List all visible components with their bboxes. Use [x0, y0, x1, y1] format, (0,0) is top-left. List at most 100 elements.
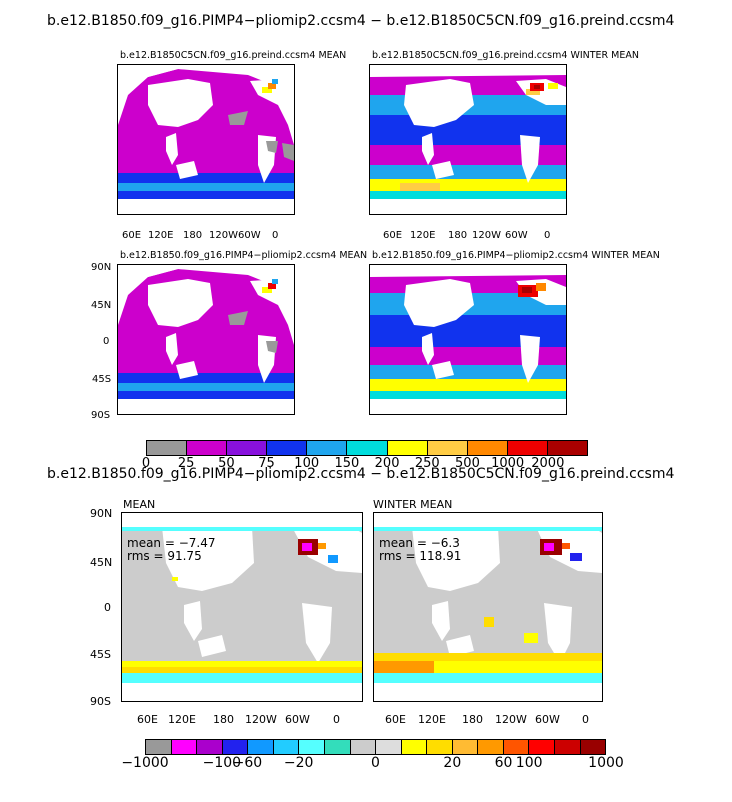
- colorbar-swatch: [427, 441, 468, 455]
- lon-tick-0-d2: 0: [582, 713, 589, 726]
- lon-tick-60w-d2: 60W: [535, 713, 560, 726]
- lon-tick-60w-p2: 60W: [505, 230, 528, 241]
- lon-tick-60e-p1: 60E: [122, 230, 142, 241]
- colorbar-swatch: [347, 441, 388, 455]
- lat-tick-90s-top: 90S: [91, 410, 111, 421]
- colorbar-swatch: [376, 740, 402, 754]
- lon-tick-180-d1: 180: [213, 713, 234, 726]
- colorbar-label: 1000: [588, 755, 624, 771]
- colorbar-label: 500: [455, 456, 480, 471]
- lat-tick-90s-bottom: 90S: [90, 695, 111, 708]
- colorbar-swatch: [273, 740, 300, 754]
- map-panel-preind-winter: [369, 64, 567, 215]
- lon-tick-60w-d1: 60W: [285, 713, 310, 726]
- colorbar-label: −20: [283, 755, 314, 771]
- lon-tick-120w-d2: 120W: [495, 713, 527, 726]
- colorbar-swatch: [580, 740, 606, 754]
- lon-tick-60e-d1: 60E: [137, 713, 158, 726]
- colorbar-swatch: [350, 740, 377, 754]
- map-pliomip-mean: [118, 265, 294, 414]
- diff-stat-mean-2: mean = −6.3: [379, 536, 460, 550]
- colorbar-label: 0: [371, 755, 380, 771]
- lon-tick-120e-p2: 120E: [410, 230, 436, 241]
- colorbar-top: [146, 440, 588, 456]
- lat-tick-45n-bottom: 45N: [90, 556, 113, 569]
- panel-title-2: b.e12.B1850C5CN.f09_g16.preind.ccsm4 WIN…: [372, 50, 639, 61]
- lat-tick-90n-top: 90N: [91, 262, 112, 273]
- colorbar-bottom: [145, 739, 606, 755]
- lon-tick-120w-p1: 120W: [209, 230, 238, 241]
- colorbar-label: 100: [294, 456, 320, 471]
- diff-stat-rms-1: rms = 91.75: [127, 549, 202, 563]
- lon-tick-60e-d2: 60E: [385, 713, 406, 726]
- diff-panel-title-2: WINTER MEAN: [373, 498, 453, 511]
- colorbar-label: −1000: [121, 755, 169, 771]
- colorbar-swatch: [503, 740, 530, 754]
- colorbar-swatch: [555, 740, 581, 754]
- colorbar-swatch: [227, 441, 268, 455]
- lon-tick-180-p2: 180: [448, 230, 468, 241]
- colorbar-swatch: [222, 740, 249, 754]
- diff-map-mean: [121, 512, 363, 702]
- colorbar-swatch: [478, 740, 504, 754]
- lon-tick-120w-p2: 120W: [472, 230, 501, 241]
- colorbar-label: 1000: [491, 456, 525, 471]
- lon-tick-60w-p1: 60W: [238, 230, 261, 241]
- colorbar-swatch: [248, 740, 274, 754]
- lon-tick-120e-d1: 120E: [168, 713, 196, 726]
- colorbar-swatch: [427, 740, 453, 754]
- lon-tick-0-p1: 0: [272, 230, 279, 241]
- lat-tick-90n-bottom: 90N: [90, 507, 113, 520]
- colorbar-label: 75: [258, 456, 275, 471]
- colorbar-swatch: [547, 441, 588, 455]
- map-panel-preind-mean: [117, 64, 295, 215]
- colorbar-swatch: [452, 740, 479, 754]
- colorbar-swatch: [267, 441, 308, 455]
- lat-tick-45s-top: 45S: [92, 374, 112, 385]
- main-title: b.e12.B1850.f09_g16.PIMP4−pliomip2.ccsm4…: [47, 13, 675, 29]
- lon-tick-180-p1: 180: [183, 230, 203, 241]
- colorbar-swatch: [147, 441, 188, 455]
- diff-map-mean-svg: [122, 513, 362, 701]
- map-pliomip-winter: [370, 265, 566, 414]
- diff-stat-mean-1: mean = −7.47: [127, 536, 216, 550]
- colorbar-swatch: [299, 740, 325, 754]
- map-panel-pliomip-mean: [117, 264, 295, 415]
- diff-title: b.e12.B1850.f09_g16.PIMP4−pliomip2.ccsm4…: [47, 466, 675, 482]
- diff-stat-rms-2: rms = 118.91: [379, 549, 462, 563]
- map-preind-mean: [118, 65, 294, 214]
- colorbar-label: 2000: [531, 456, 565, 471]
- lon-tick-0-p2: 0: [544, 230, 551, 241]
- diff-map-winter: [373, 512, 603, 702]
- lat-tick-45n-top: 45N: [91, 300, 112, 311]
- diff-map-winter-svg: [374, 513, 602, 701]
- colorbar-swatch: [307, 441, 348, 455]
- colorbar-swatch: [467, 441, 508, 455]
- colorbar-label: 20: [443, 755, 462, 771]
- colorbar-swatch: [171, 740, 198, 754]
- map-preind-winter: [370, 65, 566, 214]
- colorbar-label: −60: [232, 755, 263, 771]
- colorbar-swatch: [401, 740, 428, 754]
- lon-tick-0-d1: 0: [333, 713, 340, 726]
- colorbar-label: 60: [494, 755, 513, 771]
- colorbar-label: 50: [218, 456, 235, 471]
- lon-tick-60e-p2: 60E: [383, 230, 403, 241]
- colorbar-label: −100: [202, 755, 242, 771]
- lat-tick-0-top: 0: [103, 336, 110, 347]
- lon-tick-120w-d1: 120W: [245, 713, 277, 726]
- colorbar-label: 150: [334, 456, 360, 471]
- lon-tick-180-d2: 180: [462, 713, 483, 726]
- colorbar-label: 0: [141, 456, 151, 471]
- colorbar-swatch: [146, 740, 172, 754]
- lon-tick-120e-d2: 120E: [418, 713, 446, 726]
- panel-title-3: b.e12.B1850.f09_g16.PIMP4−pliomip2.ccsm4…: [120, 250, 368, 261]
- colorbar-swatch: [324, 740, 351, 754]
- colorbar-label: 100: [515, 755, 543, 771]
- colorbar-swatch: [387, 441, 428, 455]
- panel-title-4: b.e12.B1850.f09_g16.PIMP4−pliomip2.ccsm4…: [372, 250, 660, 261]
- lat-tick-45s-bottom: 45S: [90, 648, 111, 661]
- colorbar-swatch: [197, 740, 223, 754]
- colorbar-label: 200: [374, 456, 400, 471]
- panel-title-1: b.e12.B1850C5CN.f09_g16.preind.ccsm4 MEA…: [120, 50, 347, 61]
